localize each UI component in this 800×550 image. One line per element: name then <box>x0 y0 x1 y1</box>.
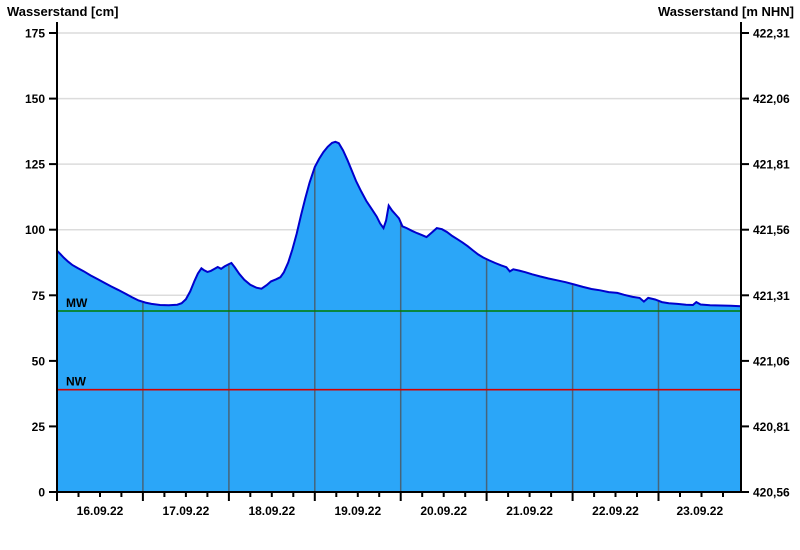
left-tick-label: 150 <box>25 92 45 106</box>
left-tick-label: 0 <box>38 486 45 500</box>
right-tick-label: 421,56 <box>753 223 790 237</box>
x-date-label: 17.09.22 <box>163 504 210 518</box>
x-date-label: 18.09.22 <box>248 504 295 518</box>
x-date-label: 22.09.22 <box>592 504 639 518</box>
mw-label: MW <box>66 296 88 310</box>
right-tick-label: 422,31 <box>753 27 790 41</box>
right-tick-label: 420,56 <box>753 486 790 500</box>
x-date-label: 19.09.22 <box>334 504 381 518</box>
left-tick-label: 25 <box>32 420 46 434</box>
left-tick-label: 175 <box>25 27 45 41</box>
right-tick-label: 420,81 <box>753 420 790 434</box>
left-tick-label: 125 <box>25 158 45 172</box>
x-date-label: 21.09.22 <box>506 504 553 518</box>
left-tick-label: 75 <box>32 289 46 303</box>
right-tick-label: 422,06 <box>753 92 790 106</box>
water-level-area <box>57 141 741 493</box>
right-tick-label: 421,31 <box>753 289 790 303</box>
left-axis-title: Wasserstand [cm] <box>7 4 119 19</box>
right-tick-label: 421,81 <box>753 158 790 172</box>
left-tick-label: 50 <box>32 354 46 368</box>
x-date-label: 20.09.22 <box>420 504 467 518</box>
x-date-label: 23.09.22 <box>676 504 723 518</box>
left-tick-label: 100 <box>25 223 45 237</box>
x-date-label: 16.09.22 <box>77 504 124 518</box>
water-level-line <box>56 140 742 308</box>
right-axis-title: Wasserstand [m NHN] <box>657 4 794 19</box>
nw-label: NW <box>66 375 87 389</box>
right-tick-label: 421,06 <box>753 354 790 368</box>
